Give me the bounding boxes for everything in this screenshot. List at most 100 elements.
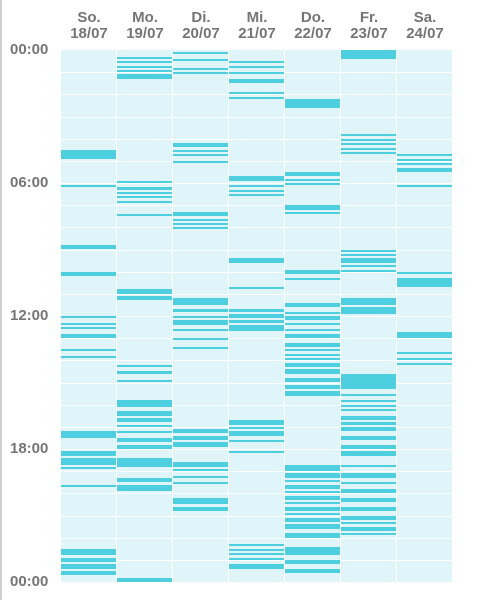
- activity-segment: [285, 183, 340, 186]
- activity-segment: [229, 320, 284, 323]
- activity-segment: [341, 409, 396, 412]
- day-column: [285, 50, 340, 582]
- activity-segment: [285, 391, 340, 396]
- activity-segment: [61, 316, 116, 319]
- activity-segment: [285, 342, 340, 347]
- hour-grid-line: [117, 205, 172, 206]
- activity-segment: [341, 515, 396, 520]
- hour-grid-line: [285, 383, 340, 384]
- hour-grid-line: [173, 117, 228, 118]
- day-weekday: So.: [77, 9, 101, 26]
- activity-segment: [285, 333, 340, 339]
- hour-grid-line: [61, 94, 116, 95]
- day-header: Di. 20/07: [173, 10, 229, 42]
- hour-grid-line: [117, 338, 172, 339]
- time-axis-label: 06:00: [10, 174, 49, 191]
- activity-segment: [117, 296, 172, 301]
- activity-segment: [117, 371, 172, 374]
- hour-grid-line: [173, 427, 228, 428]
- hour-grid-line: [61, 516, 116, 517]
- hour-grid-line: [397, 205, 452, 206]
- activity-segment: [341, 415, 396, 421]
- activity-segment: [117, 61, 172, 64]
- activity-segment: [341, 488, 396, 494]
- activity-segment: [341, 393, 396, 396]
- hour-grid-line: [341, 294, 396, 295]
- activity-segment: [61, 557, 116, 562]
- activity-segment: [341, 473, 396, 478]
- hour-grid-line: [397, 94, 452, 95]
- day-header: Do. 22/07: [285, 10, 341, 42]
- hour-grid-line: [173, 471, 228, 472]
- hour-grid-line: [117, 161, 172, 162]
- hour-grid-line: [61, 227, 116, 228]
- day-column: [397, 50, 452, 582]
- activity-segment: [341, 147, 396, 150]
- activity-segment: [173, 316, 228, 319]
- hour-grid-line: [117, 250, 172, 251]
- hour-grid-line: [341, 205, 396, 206]
- activity-segment: [285, 322, 340, 325]
- hour-grid-line: [397, 161, 452, 162]
- hour-grid-line: [285, 360, 340, 361]
- activity-segment: [285, 358, 340, 361]
- activity-segment: [229, 548, 284, 551]
- activity-segment: [397, 331, 452, 339]
- left-border: [0, 0, 2, 600]
- hour-grid-line: [229, 272, 284, 273]
- hour-grid-line: [61, 360, 116, 361]
- hour-grid-line: [285, 227, 340, 228]
- activity-segment: [173, 497, 228, 505]
- hour-grid-line: [229, 117, 284, 118]
- hour-grid-line: [61, 294, 116, 295]
- activity-segment: [285, 98, 340, 108]
- activity-segment: [229, 431, 284, 436]
- day-column: [229, 50, 284, 582]
- hour-grid-line: [117, 538, 172, 539]
- activity-segment: [397, 167, 452, 172]
- hour-grid-line: [117, 117, 172, 118]
- activity-segment: [117, 74, 172, 79]
- activity-segment: [173, 475, 228, 478]
- activity-segment: [173, 338, 228, 341]
- activity-segment: [61, 349, 116, 352]
- hour-grid-line: [61, 161, 116, 162]
- hour-grid-line: [397, 383, 452, 384]
- activity-segment: [61, 451, 116, 456]
- activity-segment: [285, 349, 340, 352]
- hour-grid-line: [61, 117, 116, 118]
- activity-segment: [285, 178, 340, 181]
- hour-grid-line: [229, 560, 284, 561]
- activity-segment: [173, 506, 228, 511]
- activity-segment: [173, 429, 228, 434]
- activity-segment: [341, 522, 396, 525]
- activity-segment: [341, 249, 396, 252]
- hour-grid-line: [117, 294, 172, 295]
- hour-grid-line: [117, 360, 172, 361]
- hour-grid-line: [341, 227, 396, 228]
- activity-segment: [341, 269, 396, 272]
- day-weekday: Mi.: [246, 9, 268, 26]
- hour-grid-line: [61, 338, 116, 339]
- activity-segment: [117, 457, 172, 467]
- hour-grid-line: [117, 383, 172, 384]
- hour-grid-line: [173, 493, 228, 494]
- hour-grid-line: [285, 161, 340, 162]
- activity-segment: [173, 160, 228, 163]
- hour-grid-line: [173, 272, 228, 273]
- day-header: So. 18/07: [61, 10, 117, 42]
- activity-segment: [173, 72, 228, 75]
- day-column: [173, 50, 228, 582]
- hour-grid-line: [229, 538, 284, 539]
- day-date: 21/07: [238, 25, 276, 42]
- hour-grid-line: [173, 383, 228, 384]
- activity-segment: [397, 185, 452, 188]
- hour-grid-line: [229, 516, 284, 517]
- activity-segment: [397, 362, 452, 365]
- hour-grid-line: [61, 493, 116, 494]
- hour-grid-line: [285, 94, 340, 95]
- hour-grid-line: [173, 250, 228, 251]
- activity-segment: [117, 577, 172, 582]
- activity-segment: [61, 548, 116, 556]
- hour-grid-line: [229, 139, 284, 140]
